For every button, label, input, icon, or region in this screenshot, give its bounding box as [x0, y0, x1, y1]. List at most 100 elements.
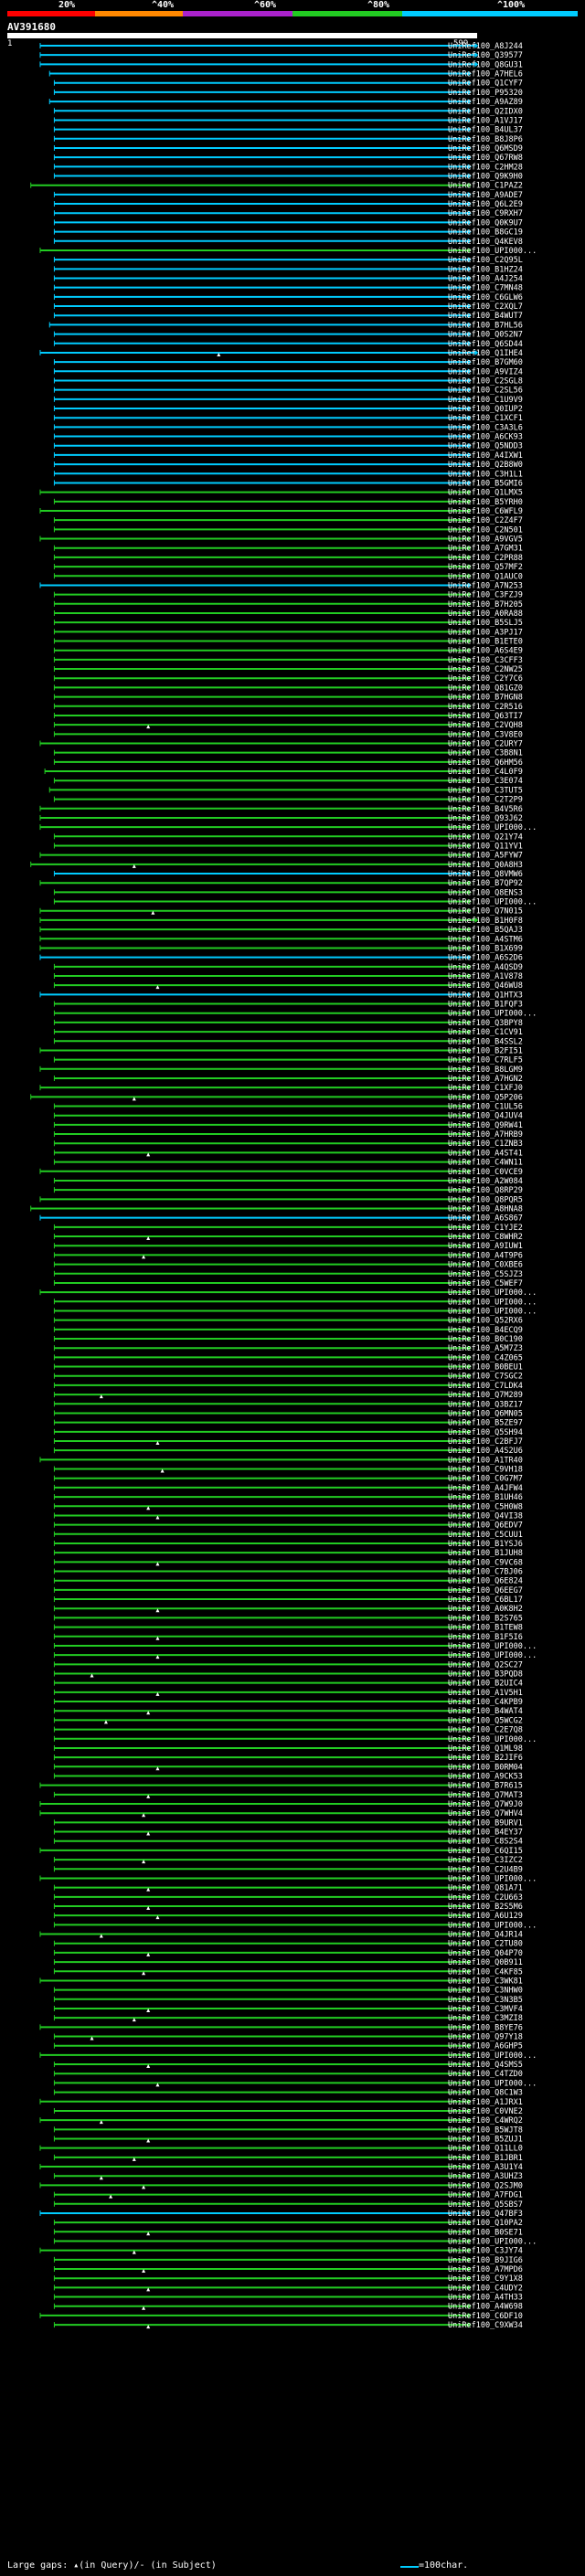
hit-row[interactable]: UniRef100_B4WAT4 [53, 1707, 523, 1716]
hit-id-link[interactable]: UniRef100_Q5NDD3 [448, 442, 523, 451]
hit-id-link[interactable]: UniRef100_C2U4B9 [448, 1865, 523, 1874]
hit-row[interactable]: UniRef100_A6U129 [53, 1912, 523, 1921]
hit-id-link[interactable]: UniRef100_UPI000... [448, 823, 537, 832]
hit-id-link[interactable]: UniRef100_UPI000... [448, 247, 537, 256]
hit-row[interactable]: UniRef100_A5M7Z3 [53, 1344, 523, 1353]
hit-row[interactable]: UniRef100_C7BJ06 [53, 1568, 523, 1577]
hit-row[interactable]: UniRef100_C1CV91 [53, 1028, 523, 1037]
hit-row[interactable]: UniRef100_Q0A8H3 [30, 861, 523, 870]
hit-row[interactable]: UniRef100_Q57MF2 [53, 563, 523, 572]
hit-id-link[interactable]: UniRef100_C3IZC2 [448, 1856, 523, 1865]
hit-row[interactable]: UniRef100_B5GMI6 [53, 479, 523, 488]
hit-row[interactable]: UniRef100_C3WK81 [39, 1977, 523, 1986]
hit-row[interactable]: UniRef100_C3A3L6 [53, 423, 523, 432]
hit-row[interactable]: UniRef100_C8S2S4 [53, 1838, 523, 1847]
hit-row[interactable]: UniRef100_C6GLW6 [53, 293, 523, 302]
hit-row[interactable]: UniRef100_Q4JUV4 [53, 1112, 523, 1121]
hit-id-link[interactable]: UniRef100_C8WHR2 [448, 1233, 523, 1242]
hit-id-link[interactable]: UniRef100_C3CFF3 [448, 656, 523, 665]
hit-row[interactable]: UniRef100_A0K8H2 [53, 1605, 523, 1614]
hit-id-link[interactable]: UniRef100_Q4VI38 [448, 1511, 523, 1521]
hit-row[interactable]: UniRef100_UPI000... [39, 1288, 537, 1298]
hit-row[interactable]: UniRef100_B1UH46 [53, 1493, 523, 1502]
hit-id-link[interactable]: UniRef100_C6QI15 [448, 1847, 523, 1856]
hit-id-link[interactable]: UniRef100_A9AZ89 [448, 98, 523, 107]
hit-id-link[interactable]: UniRef100_C5SJZ3 [448, 1270, 523, 1279]
hit-row[interactable]: UniRef100_C3H1L1 [53, 470, 523, 479]
hit-id-link[interactable]: UniRef100_Q6EEG7 [448, 1586, 523, 1595]
hit-row[interactable]: UniRef100_B4EY37 [53, 1829, 523, 1838]
hit-row[interactable]: UniRef100_C7RLF5 [53, 1056, 523, 1065]
hit-row[interactable]: UniRef100_C6WFL9 [39, 507, 523, 516]
hit-id-link[interactable]: UniRef100_B0C190 [448, 1335, 523, 1344]
hit-id-link[interactable]: UniRef100_Q0IUP2 [448, 405, 523, 414]
hit-id-link[interactable]: UniRef100_Q5SH94 [448, 1428, 523, 1437]
hit-row[interactable]: UniRef100_A1V5H1 [53, 1689, 523, 1698]
hit-row[interactable]: UniRef100_B9JIG6 [53, 2256, 523, 2265]
hit-row[interactable]: UniRef100_C4KPB9 [53, 1698, 523, 1707]
hit-row[interactable]: UniRef100_C9VH18 [53, 1466, 523, 1475]
hit-row[interactable]: UniRef100_B0SE71 [53, 2228, 523, 2237]
hit-row[interactable]: UniRef100_C3B8N1 [53, 749, 523, 758]
hit-id-link[interactable]: UniRef100_B2UIC4 [448, 1680, 523, 1689]
hit-id-link[interactable]: UniRef100_C2BFJ7 [448, 1437, 523, 1447]
hit-row[interactable]: UniRef100_Q7W9J0 [39, 1800, 523, 1809]
hit-id-link[interactable]: UniRef100_A3U1Y4 [448, 2163, 523, 2172]
hit-row[interactable]: UniRef100_B7HL56 [48, 321, 523, 330]
hit-row[interactable]: UniRef100_B1TEW8 [53, 1624, 523, 1633]
hit-id-link[interactable]: UniRef100_C1U9V9 [448, 396, 523, 405]
hit-id-link[interactable]: UniRef100_Q0K9U7 [448, 218, 523, 228]
hit-id-link[interactable]: UniRef100_A8HNA8 [448, 1205, 523, 1214]
hit-id-link[interactable]: UniRef100_C2VQH8 [448, 721, 523, 730]
hit-row[interactable]: UniRef100_B2UIC4 [53, 1680, 523, 1689]
hit-row[interactable]: UniRef100_A3PJ17 [53, 628, 523, 637]
hit-row[interactable]: UniRef100_A9AZ89 [48, 98, 523, 107]
hit-row[interactable]: UniRef100_A4TH33 [53, 2294, 523, 2303]
hit-id-link[interactable]: UniRef100_A4TH33 [448, 2294, 523, 2303]
hit-id-link[interactable]: UniRef100_A7HGN2 [448, 1075, 523, 1084]
hit-row[interactable]: UniRef100_C5WEF7 [53, 1279, 523, 1288]
hit-row[interactable]: UniRef100_A1TR40 [39, 1456, 523, 1465]
hit-row[interactable]: UniRef100_Q1HTX3 [39, 991, 523, 1000]
hit-row[interactable]: UniRef100_C5CUU1 [53, 1531, 523, 1540]
hit-id-link[interactable]: UniRef100_Q1IHE4 [448, 349, 523, 358]
hit-id-link[interactable]: UniRef100_B5QAJ3 [448, 926, 523, 935]
hit-id-link[interactable]: UniRef100_UPI000... [448, 1874, 537, 1883]
hit-row[interactable]: UniRef100_Q8C1W3 [53, 2089, 523, 2098]
hit-id-link[interactable]: UniRef100_C2SGL8 [448, 376, 523, 386]
hit-row[interactable]: UniRef100_C0VCE9 [39, 1168, 523, 1177]
hit-row[interactable]: UniRef100_P95320 [53, 89, 523, 98]
hit-id-link[interactable]: UniRef100_Q2IDX0 [448, 107, 523, 116]
hit-id-link[interactable]: UniRef100_C6DF10 [448, 2312, 523, 2321]
hit-row[interactable]: UniRef100_Q6EDV7 [53, 1521, 523, 1531]
hit-row[interactable]: UniRef100_Q11YV1 [53, 842, 523, 851]
hit-row[interactable]: UniRef100_Q5SBS7 [53, 2200, 523, 2210]
hit-row[interactable]: UniRef100_B5YRH0 [53, 498, 523, 507]
hit-id-link[interactable]: UniRef100_C4Z065 [448, 1353, 523, 1362]
hit-row[interactable]: UniRef100_C3E074 [53, 777, 523, 786]
hit-id-link[interactable]: UniRef100_Q8PQR5 [448, 1195, 523, 1204]
hit-row[interactable]: UniRef100_Q3BPY8 [53, 1019, 523, 1028]
hit-id-link[interactable]: UniRef100_C3MZI8 [448, 2014, 523, 2023]
hit-row[interactable]: UniRef100_B1JBR1 [53, 2154, 523, 2163]
hit-id-link[interactable]: UniRef100_Q7M289 [448, 1391, 523, 1400]
hit-row[interactable]: UniRef100_B5ZE97 [53, 1419, 523, 1428]
hit-row[interactable]: UniRef100_C4TZD0 [53, 2070, 523, 2079]
hit-row[interactable]: UniRef100_B4ECQ9 [53, 1326, 523, 1335]
hit-row[interactable]: UniRef100_C3TUT5 [48, 786, 523, 795]
hit-row[interactable]: UniRef100_Q0K9U7 [53, 218, 523, 228]
hit-id-link[interactable]: UniRef100_Q6E824 [448, 1577, 523, 1586]
hit-id-link[interactable]: UniRef100_B8J8P6 [448, 135, 523, 144]
hit-row[interactable]: UniRef100_UPI000... [39, 1874, 537, 1883]
hit-id-link[interactable]: UniRef100_A6S867 [448, 1214, 523, 1224]
hit-id-link[interactable]: UniRef100_Q8RP29 [448, 1186, 523, 1195]
hit-row[interactable]: UniRef100_B2S765 [53, 1614, 523, 1623]
hit-row[interactable]: UniRef100_B5SLJ5 [53, 619, 523, 628]
hit-id-link[interactable]: UniRef100_C6GLW6 [448, 293, 523, 302]
hit-id-link[interactable]: UniRef100_A1VJ17 [448, 116, 523, 125]
hit-row[interactable]: UniRef100_C4WN11 [53, 1159, 523, 1168]
hit-row[interactable]: UniRef100_B7R615 [39, 1782, 523, 1791]
hit-row[interactable]: UniRef100_C1YJE2 [53, 1224, 523, 1233]
hit-id-link[interactable]: UniRef100_C0XBE6 [448, 1261, 523, 1270]
hit-row[interactable]: UniRef100_C8WHR2 [53, 1233, 523, 1242]
